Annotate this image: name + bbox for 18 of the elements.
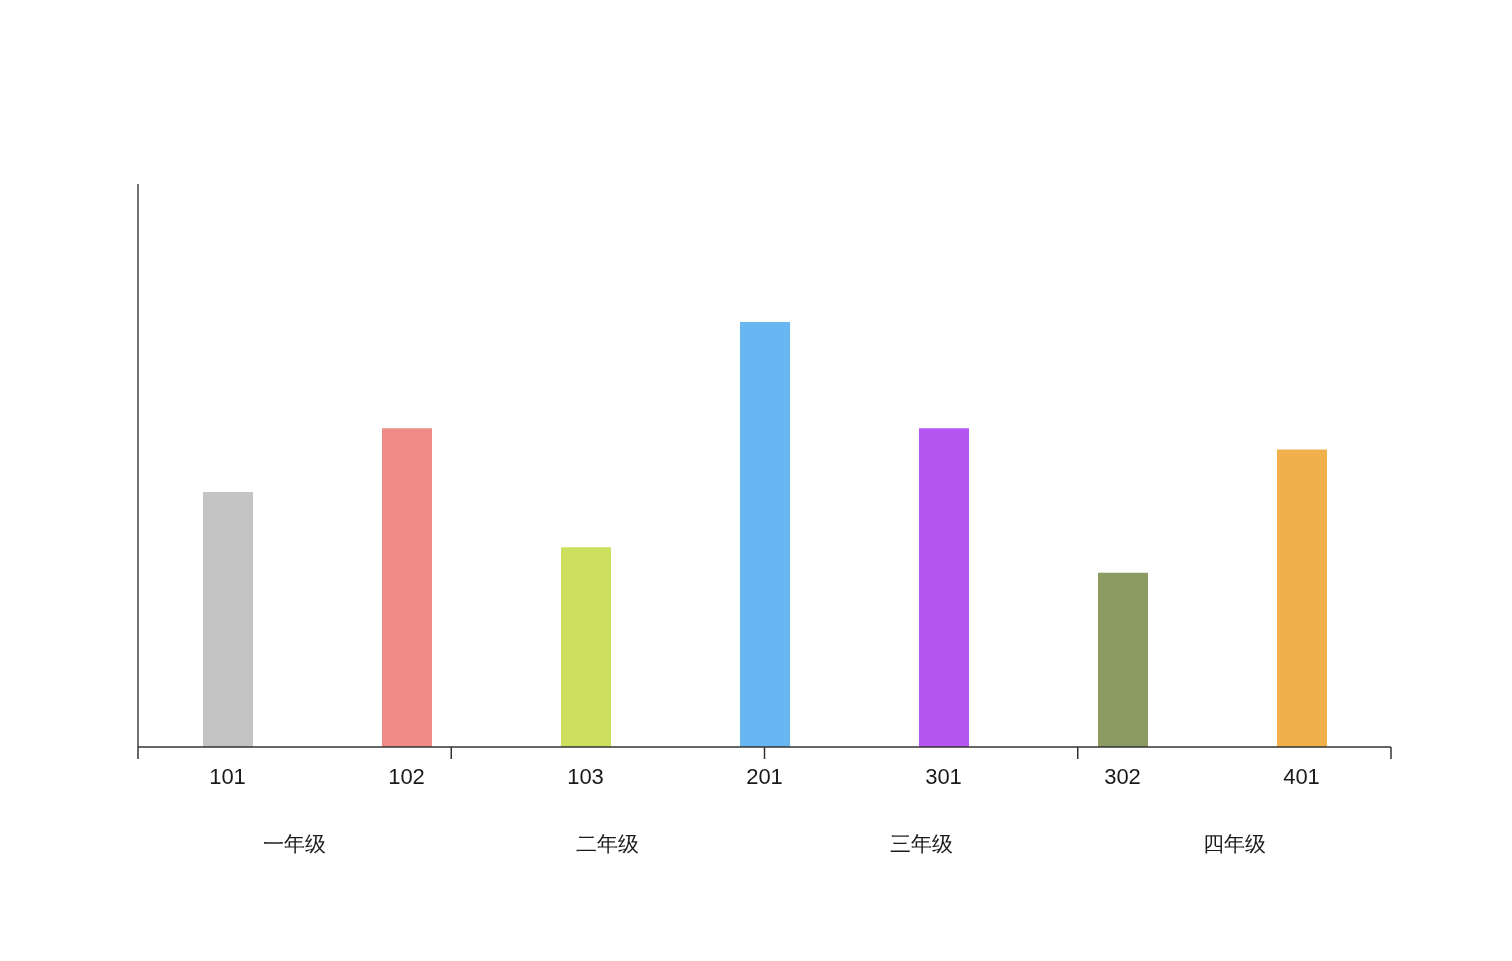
x-tick-label: 201 [746,764,783,789]
bar [382,428,432,747]
x-tick-label: 103 [567,764,604,789]
text: 一年级 [263,832,327,856]
bar [740,322,790,747]
text: 四年级 [1202,832,1266,856]
x-tick-label: 301 [925,764,962,789]
text: 二年级 [576,832,640,856]
text: 三年级 [889,832,953,856]
x-tick-label: 101 [209,764,246,789]
bar [919,428,969,747]
bar [1277,449,1327,747]
x-tick-label: 102 [388,764,425,789]
x-tick-label: 401 [1283,764,1320,789]
bar [203,492,253,747]
bar [561,547,611,747]
x-tick-label: 302 [1104,764,1141,789]
bar [1098,572,1148,747]
